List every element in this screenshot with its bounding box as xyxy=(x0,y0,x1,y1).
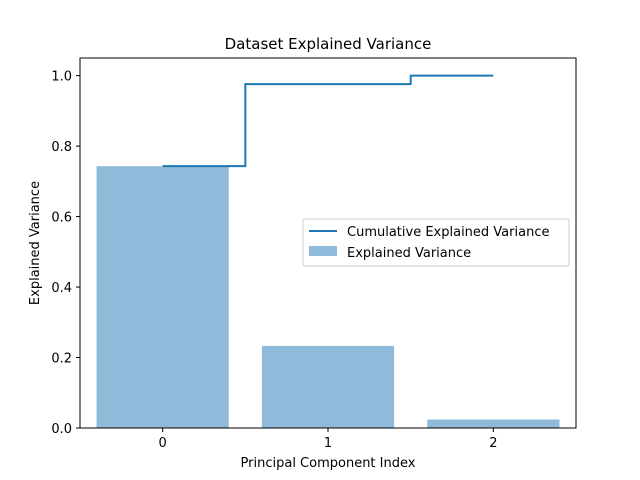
axis-ticks: 0 1 2 0.0 0.2 0.4 0.6 0.8 1.0 xyxy=(51,70,497,451)
x-tick-label: 1 xyxy=(324,436,332,451)
y-tick-label: 0.8 xyxy=(51,140,72,155)
legend: Cumulative Explained Variance Explained … xyxy=(302,218,570,267)
y-axis-label: Explained Variance xyxy=(28,181,43,305)
y-tick-label: 1.0 xyxy=(51,70,72,85)
y-tick-label: 0.2 xyxy=(51,352,72,367)
x-tick-label: 2 xyxy=(489,436,497,451)
y-tick-label: 0.6 xyxy=(51,211,72,226)
x-axis-label: Principal Component Index xyxy=(241,456,416,471)
y-tick-label: 0.0 xyxy=(51,422,72,437)
legend-label-bars: Explained Variance xyxy=(347,246,471,261)
bar-pc-1 xyxy=(261,345,395,428)
legend-box xyxy=(302,218,570,267)
plot-area xyxy=(79,57,577,429)
chart-title: Dataset Explained Variance xyxy=(225,35,432,53)
legend-bar-swatch xyxy=(309,246,337,256)
cumulative-step-line xyxy=(162,74,494,168)
legend-label-cumulative: Cumulative Explained Variance xyxy=(347,225,549,240)
y-tick-label: 0.4 xyxy=(51,281,72,296)
bar-pc-0 xyxy=(96,166,229,428)
bar-pc-2 xyxy=(427,419,560,428)
x-tick-label: 0 xyxy=(159,436,167,451)
